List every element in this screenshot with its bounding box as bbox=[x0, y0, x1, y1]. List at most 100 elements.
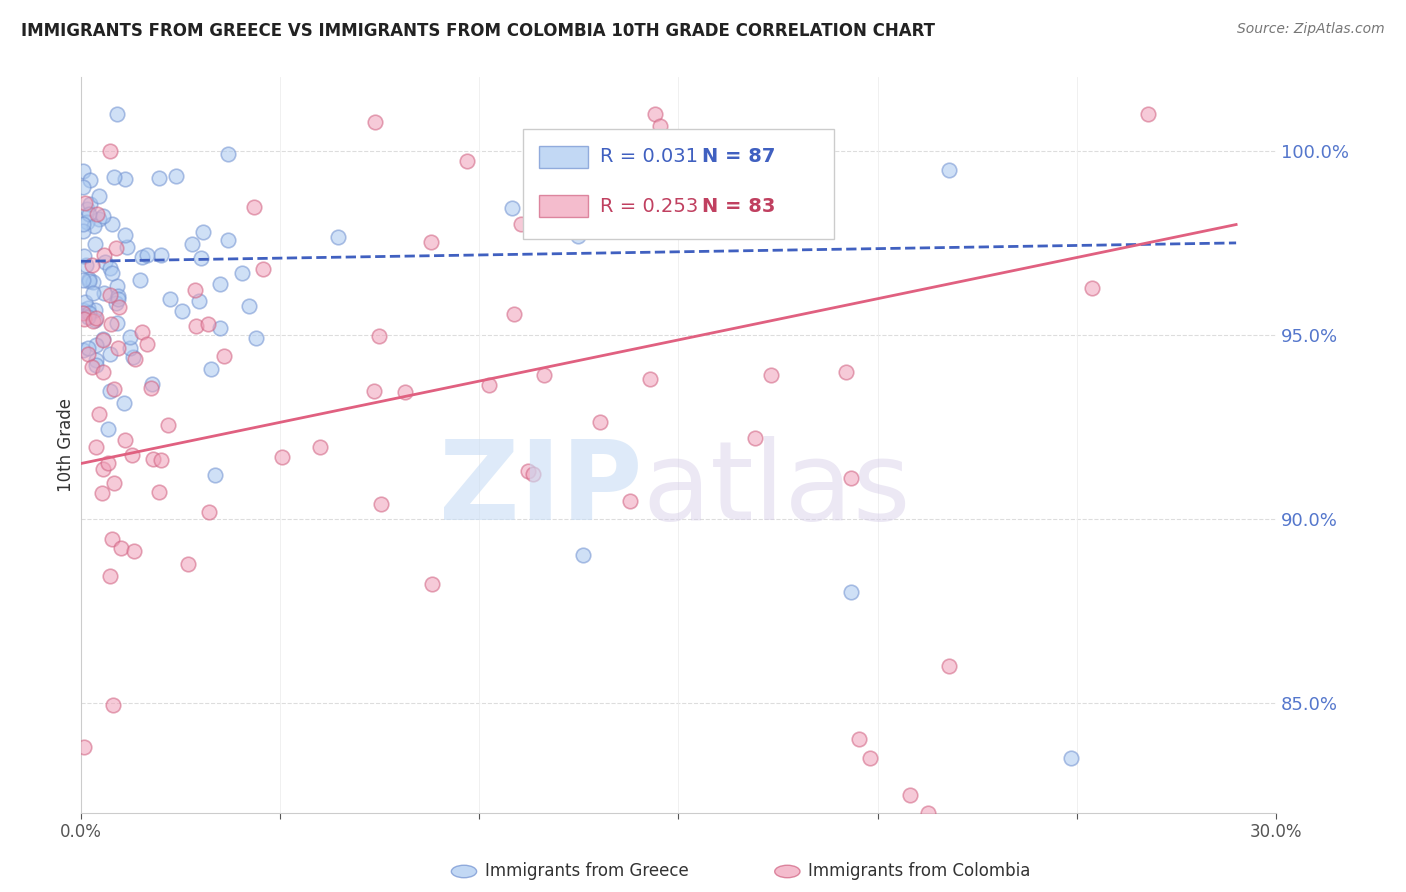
Point bbox=[181, 237, 204, 252]
Point bbox=[115, 240, 138, 254]
Point bbox=[100, 533, 122, 547]
Point bbox=[91, 333, 114, 347]
Point bbox=[97, 456, 120, 470]
Point bbox=[83, 219, 105, 233]
Point bbox=[644, 107, 666, 121]
Point bbox=[72, 303, 94, 318]
Point bbox=[77, 310, 100, 325]
Point bbox=[208, 320, 231, 334]
Text: IMMIGRANTS FROM GREECE VS IMMIGRANTS FROM COLOMBIA 10TH GRADE CORRELATION CHART: IMMIGRANTS FROM GREECE VS IMMIGRANTS FRO… bbox=[21, 22, 935, 40]
Point bbox=[131, 250, 153, 264]
Point bbox=[204, 467, 226, 482]
Point bbox=[510, 217, 533, 231]
Point bbox=[86, 359, 108, 373]
Point bbox=[938, 658, 960, 673]
Point bbox=[94, 254, 117, 268]
Point bbox=[217, 233, 239, 247]
Point bbox=[141, 377, 163, 392]
Point bbox=[522, 467, 544, 481]
Point bbox=[101, 266, 124, 280]
Point bbox=[197, 505, 219, 519]
Point bbox=[503, 307, 526, 321]
Point bbox=[121, 448, 143, 462]
Point bbox=[100, 384, 122, 398]
Point bbox=[84, 338, 107, 352]
Point bbox=[112, 396, 135, 410]
Point bbox=[212, 349, 235, 363]
Point bbox=[77, 272, 100, 286]
Point bbox=[76, 215, 98, 229]
Point bbox=[114, 434, 136, 448]
Text: Source: ZipAtlas.com: Source: ZipAtlas.com bbox=[1237, 22, 1385, 37]
Point bbox=[149, 248, 172, 262]
Point bbox=[925, 824, 948, 838]
Point bbox=[72, 306, 94, 320]
Point bbox=[84, 302, 107, 317]
Point bbox=[271, 450, 294, 464]
Point bbox=[184, 284, 207, 298]
Point bbox=[184, 318, 207, 333]
Point bbox=[165, 169, 187, 184]
Point bbox=[72, 180, 94, 194]
Point bbox=[82, 314, 104, 328]
Text: R = 0.253: R = 0.253 bbox=[600, 196, 699, 216]
Point bbox=[77, 207, 100, 221]
Point bbox=[76, 347, 98, 361]
Point bbox=[77, 341, 100, 355]
Point bbox=[110, 541, 132, 555]
Point bbox=[898, 788, 921, 802]
Point bbox=[231, 266, 253, 280]
Point bbox=[72, 164, 94, 178]
Point bbox=[309, 440, 332, 454]
Point bbox=[835, 365, 858, 379]
Point bbox=[200, 362, 222, 376]
Point bbox=[572, 549, 595, 563]
Point bbox=[364, 115, 387, 129]
Point bbox=[98, 346, 121, 360]
Point bbox=[131, 325, 153, 339]
Point bbox=[91, 332, 114, 346]
Point bbox=[73, 249, 96, 263]
Point bbox=[129, 273, 152, 287]
Point bbox=[107, 289, 129, 303]
Point bbox=[103, 382, 125, 396]
Point bbox=[188, 293, 211, 308]
Point bbox=[100, 318, 122, 332]
Point bbox=[744, 431, 766, 445]
Point bbox=[107, 341, 129, 355]
Point bbox=[89, 212, 111, 227]
Point bbox=[172, 303, 194, 318]
Point bbox=[122, 544, 145, 558]
Point bbox=[82, 258, 104, 272]
Point bbox=[76, 305, 98, 319]
Text: Immigrants from Greece: Immigrants from Greece bbox=[485, 863, 689, 880]
Point bbox=[79, 173, 101, 187]
Point bbox=[83, 236, 105, 251]
Point bbox=[77, 305, 100, 319]
Point bbox=[79, 197, 101, 211]
Point bbox=[87, 407, 110, 421]
Point bbox=[73, 195, 96, 210]
Point bbox=[589, 415, 612, 429]
Point bbox=[190, 251, 212, 265]
Point bbox=[243, 200, 266, 214]
Point bbox=[159, 292, 181, 306]
Point bbox=[105, 316, 128, 330]
Point bbox=[82, 285, 104, 300]
Point bbox=[93, 285, 115, 300]
Point bbox=[917, 805, 939, 820]
Point bbox=[420, 577, 443, 591]
Point bbox=[75, 258, 97, 272]
Point bbox=[1136, 107, 1159, 121]
Point bbox=[87, 188, 110, 202]
Point bbox=[73, 312, 96, 326]
Point bbox=[97, 422, 120, 436]
Point bbox=[98, 260, 121, 275]
Point bbox=[516, 464, 538, 478]
Point bbox=[105, 107, 128, 121]
FancyBboxPatch shape bbox=[538, 195, 588, 217]
Point bbox=[105, 279, 128, 293]
Point bbox=[252, 261, 274, 276]
Point bbox=[136, 337, 159, 351]
Point bbox=[650, 120, 672, 134]
